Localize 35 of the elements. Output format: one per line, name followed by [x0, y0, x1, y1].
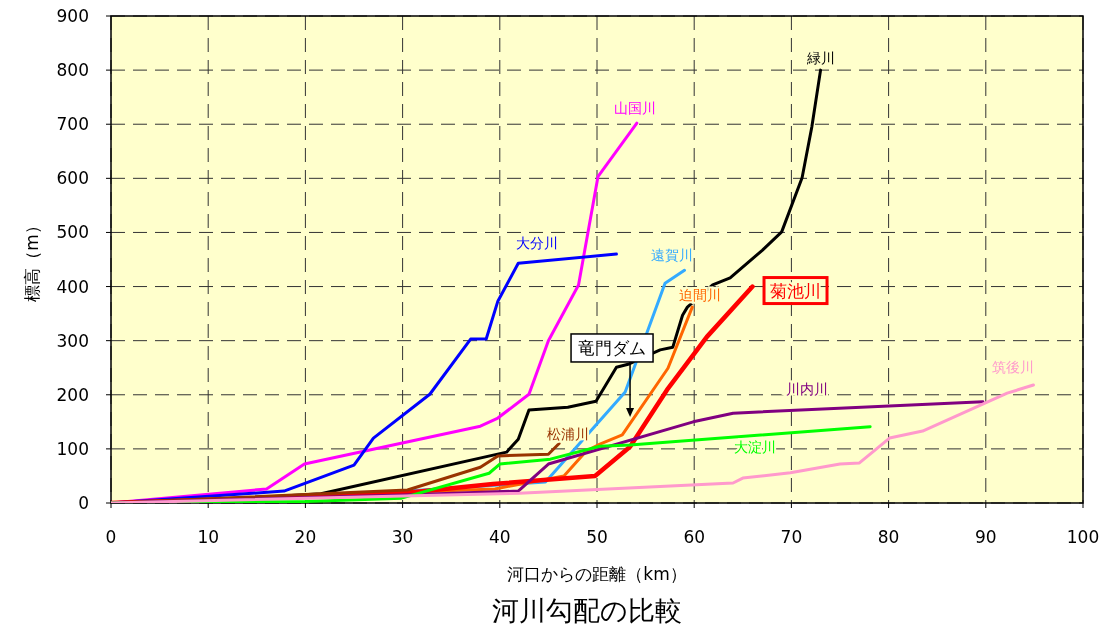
- x-tick-label: 50: [586, 527, 608, 547]
- y-tick-label: 800: [56, 60, 89, 81]
- series-label: 山国川: [613, 100, 656, 117]
- x-tick-label: 0: [105, 527, 117, 547]
- y-tick-label: 500: [56, 222, 89, 243]
- line-series: [111, 383, 1035, 503]
- series-label: 大分川: [516, 235, 559, 252]
- y-axis-title: 標高（m）: [22, 217, 42, 302]
- x-tick-label: 100: [1066, 527, 1100, 547]
- series-label: 筑後川: [992, 359, 1035, 376]
- y-tick-label: 900: [56, 6, 89, 26]
- series-label: 菊池川: [770, 280, 822, 301]
- x-tick-label: 70: [780, 527, 803, 547]
- y-tick-label: 100: [56, 438, 89, 459]
- x-tick-label: 30: [391, 527, 414, 547]
- x-tick-label: 20: [294, 527, 317, 547]
- y-tick-label: 700: [56, 114, 89, 135]
- text: 河川勾配の比較: [492, 595, 682, 626]
- x-tick-label: 80: [877, 527, 900, 547]
- y-tick-label: 300: [56, 330, 89, 351]
- series-label: 遠賀川: [651, 247, 694, 264]
- y-tick-label: 600: [56, 168, 89, 189]
- series-label: 緑川: [805, 50, 835, 67]
- series-label: 大淀川: [734, 438, 777, 455]
- series-label: 川内川: [785, 380, 828, 397]
- x-tick-label: 40: [488, 527, 511, 547]
- x-axis-title: 河口からの距離（km）: [507, 564, 687, 584]
- y-tick-label: 200: [56, 384, 89, 405]
- x-tick-label: 60: [683, 527, 706, 547]
- y-tick-label: 400: [56, 276, 89, 297]
- x-tick-label: 10: [197, 527, 220, 547]
- series-label: 松浦川: [547, 426, 590, 443]
- annotation: 竜門ダム: [578, 337, 647, 358]
- y-tick-label: 0: [78, 493, 89, 513]
- x-tick-label: 90: [974, 527, 997, 547]
